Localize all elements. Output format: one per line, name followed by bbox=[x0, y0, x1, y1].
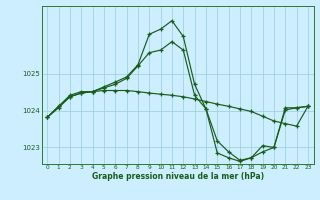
X-axis label: Graphe pression niveau de la mer (hPa): Graphe pression niveau de la mer (hPa) bbox=[92, 172, 264, 181]
